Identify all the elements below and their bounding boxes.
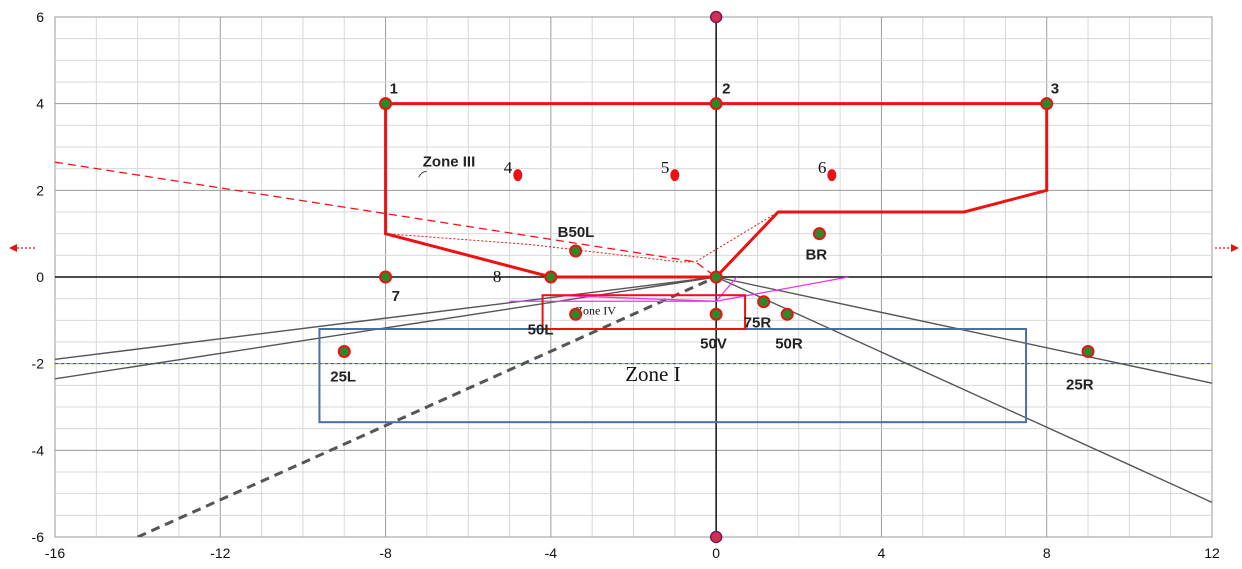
measure-point — [709, 270, 723, 284]
label-8: 8 — [493, 267, 502, 286]
measure-point — [1040, 97, 1054, 111]
point-label: 7 — [392, 288, 400, 305]
cutoff-line-left-lower — [55, 276, 717, 380]
x-tick-label: 8 — [1043, 545, 1051, 561]
red-dotted-line — [385, 211, 779, 263]
red-marker — [513, 169, 523, 182]
zone3-leader — [418, 170, 427, 178]
point-label: 50R — [775, 335, 803, 352]
y-tick-label: -4 — [32, 442, 45, 458]
y-tick-label: 2 — [36, 182, 44, 198]
zone4-label: Zone IV — [576, 304, 617, 318]
red-marker — [670, 169, 680, 182]
zone3-label: Zone III — [423, 154, 476, 171]
right-arrow-icon — [1215, 244, 1239, 252]
y-tick-label: -6 — [32, 529, 45, 545]
measure-point — [709, 307, 723, 321]
x-tick-label: 12 — [1204, 545, 1220, 561]
x-tick-label: 0 — [712, 545, 720, 561]
red-marker-label: 6 — [818, 158, 827, 177]
red-dashed-line — [55, 161, 717, 278]
x-tick-label: 4 — [878, 545, 886, 561]
measure-point — [379, 97, 393, 111]
x-tick-label: -4 — [545, 545, 558, 561]
point-label: 25R — [1066, 377, 1094, 394]
measure-point — [569, 244, 583, 258]
measure-point — [757, 295, 771, 309]
y-tick-label: 0 — [36, 269, 44, 285]
red-marker-label: 5 — [661, 158, 670, 177]
point-label: 50L — [528, 321, 554, 338]
zones: Zone I Zone IV Zone III — [318, 154, 1028, 424]
measure-point — [709, 97, 723, 111]
axis-marker — [709, 530, 723, 544]
red-marker-label: 4 — [504, 158, 513, 177]
zone1-label: Zone I — [625, 362, 680, 386]
point-label: BR — [805, 247, 827, 264]
axis-marker — [709, 10, 723, 24]
magenta-line-2 — [550, 276, 738, 302]
y-tick-label: 4 — [36, 96, 44, 112]
y-tick-label: -2 — [32, 356, 45, 372]
measure-point — [379, 270, 393, 284]
x-tick-label: -12 — [210, 545, 230, 561]
red-marker — [827, 169, 837, 182]
x-tick-label: -8 — [379, 545, 392, 561]
measure-point — [780, 307, 794, 321]
cutoff-line-right-upper — [715, 276, 1212, 384]
point-label: 50V — [700, 335, 727, 352]
point-label: 1 — [390, 81, 398, 98]
cutoff-line-right-lower — [715, 276, 1212, 503]
measure-point — [569, 307, 583, 321]
dashed-diagonal-line — [137, 275, 717, 537]
point-label: 2 — [722, 81, 730, 98]
point-label: 25L — [330, 369, 356, 386]
measure-point — [337, 345, 351, 359]
point-label: B50L — [558, 224, 595, 241]
y-tick-label: 6 — [36, 9, 44, 25]
measure-point — [544, 270, 558, 284]
point-label: 75R — [744, 315, 772, 332]
x-tick-label: -16 — [45, 545, 65, 561]
measure-point — [1081, 345, 1095, 359]
point-label: 3 — [1051, 81, 1059, 98]
measure-point — [812, 227, 826, 241]
zone4-box — [541, 294, 747, 331]
left-arrow-icon — [9, 244, 36, 252]
cutoff-line-left-upper — [55, 276, 717, 361]
